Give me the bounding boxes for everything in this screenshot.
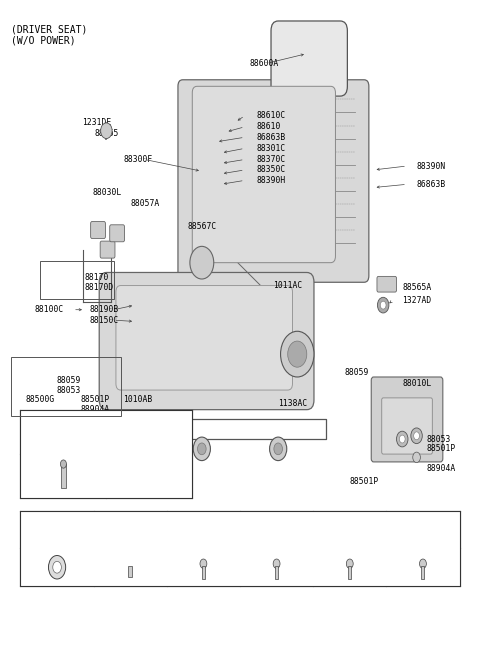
FancyBboxPatch shape bbox=[271, 21, 348, 96]
Bar bbox=[39, 260, 114, 298]
Text: 1011AC: 1011AC bbox=[274, 281, 303, 290]
Circle shape bbox=[273, 559, 280, 568]
Text: 88300F: 88300F bbox=[123, 155, 152, 164]
Bar bbox=[348, 566, 351, 579]
Text: 1138AC: 1138AC bbox=[278, 399, 307, 407]
Text: 88600A: 88600A bbox=[250, 59, 279, 68]
Text: 88350C: 88350C bbox=[257, 165, 286, 174]
Bar bbox=[128, 566, 132, 577]
Text: 86863B: 86863B bbox=[257, 133, 286, 142]
Circle shape bbox=[198, 443, 206, 455]
Text: 1010AB: 1010AB bbox=[123, 396, 152, 404]
Text: 1018AA: 1018AA bbox=[48, 427, 80, 436]
Circle shape bbox=[60, 460, 66, 468]
Text: (W/O POWER): (W/O POWER) bbox=[11, 35, 75, 45]
FancyBboxPatch shape bbox=[192, 87, 336, 262]
Circle shape bbox=[190, 247, 214, 279]
Text: 88501P: 88501P bbox=[426, 444, 456, 453]
Text: 88610C: 88610C bbox=[257, 112, 286, 120]
Circle shape bbox=[112, 437, 129, 461]
Text: 1017CB: 1017CB bbox=[335, 525, 365, 534]
Text: 88500G: 88500G bbox=[25, 396, 55, 404]
Circle shape bbox=[200, 559, 207, 568]
Text: 1243BC: 1243BC bbox=[115, 525, 145, 534]
Text: 88190B: 88190B bbox=[90, 305, 119, 314]
Text: 88030L: 88030L bbox=[92, 188, 121, 197]
Text: 88565A: 88565A bbox=[402, 283, 432, 292]
Text: 11234: 11234 bbox=[118, 415, 143, 424]
Text: 88057A: 88057A bbox=[80, 424, 109, 434]
Bar bbox=[61, 464, 66, 487]
Circle shape bbox=[274, 443, 282, 455]
FancyBboxPatch shape bbox=[178, 80, 369, 282]
Text: 88010L: 88010L bbox=[80, 415, 109, 424]
Circle shape bbox=[116, 443, 125, 455]
Text: 88053: 88053 bbox=[426, 434, 451, 443]
Bar bbox=[421, 566, 424, 579]
Circle shape bbox=[380, 301, 386, 309]
Text: 88183B: 88183B bbox=[42, 525, 72, 534]
Circle shape bbox=[396, 431, 408, 447]
Bar bbox=[275, 566, 278, 579]
Text: 88567C: 88567C bbox=[188, 222, 217, 232]
Bar bbox=[202, 566, 205, 579]
Text: 88370C: 88370C bbox=[257, 155, 286, 164]
Circle shape bbox=[347, 559, 353, 568]
Circle shape bbox=[399, 435, 405, 443]
Text: 88100C: 88100C bbox=[35, 305, 64, 314]
Text: 88904A: 88904A bbox=[80, 405, 109, 414]
Text: 88059: 88059 bbox=[345, 368, 370, 377]
Circle shape bbox=[420, 559, 426, 568]
Text: 88501P: 88501P bbox=[350, 477, 379, 486]
Text: 88390N: 88390N bbox=[417, 161, 446, 171]
Text: 88170D: 88170D bbox=[85, 283, 114, 292]
Circle shape bbox=[101, 123, 112, 138]
FancyBboxPatch shape bbox=[116, 285, 292, 390]
FancyBboxPatch shape bbox=[91, 222, 106, 239]
Circle shape bbox=[288, 341, 307, 367]
FancyBboxPatch shape bbox=[377, 276, 396, 292]
Bar bbox=[21, 511, 459, 586]
Text: 88561B: 88561B bbox=[39, 436, 69, 445]
Text: 1231DE: 1231DE bbox=[83, 117, 112, 127]
Text: 88057A: 88057A bbox=[130, 199, 159, 209]
Text: 88904A: 88904A bbox=[426, 464, 456, 473]
Text: 88610: 88610 bbox=[257, 122, 281, 131]
Circle shape bbox=[411, 428, 422, 443]
FancyBboxPatch shape bbox=[371, 377, 443, 462]
Text: 88390H: 88390H bbox=[257, 176, 286, 185]
FancyBboxPatch shape bbox=[110, 225, 124, 242]
Text: 1241AA: 1241AA bbox=[189, 525, 218, 534]
Text: 88010L: 88010L bbox=[402, 379, 432, 388]
Text: 88150C: 88150C bbox=[90, 316, 119, 325]
Circle shape bbox=[414, 432, 420, 440]
Text: 88170: 88170 bbox=[85, 272, 109, 281]
FancyBboxPatch shape bbox=[99, 272, 314, 409]
Text: 88301C: 88301C bbox=[257, 144, 286, 153]
Text: 11291: 11291 bbox=[264, 525, 289, 534]
Text: 88765: 88765 bbox=[95, 129, 119, 138]
FancyBboxPatch shape bbox=[100, 241, 115, 258]
Circle shape bbox=[48, 556, 66, 579]
Circle shape bbox=[413, 452, 420, 462]
Text: (DRIVER SEAT): (DRIVER SEAT) bbox=[11, 24, 87, 34]
Text: 00824: 00824 bbox=[136, 427, 163, 436]
Text: 88059: 88059 bbox=[56, 376, 81, 385]
Text: 88053: 88053 bbox=[56, 386, 81, 394]
Circle shape bbox=[270, 437, 287, 461]
Bar bbox=[21, 409, 192, 498]
Text: 1249BA: 1249BA bbox=[408, 525, 438, 534]
Bar bbox=[11, 358, 120, 416]
Circle shape bbox=[281, 331, 314, 377]
FancyBboxPatch shape bbox=[382, 398, 432, 454]
Circle shape bbox=[53, 562, 61, 573]
Text: 86863B: 86863B bbox=[417, 180, 446, 189]
Text: 1327AD: 1327AD bbox=[402, 296, 432, 305]
Circle shape bbox=[377, 297, 389, 313]
Circle shape bbox=[193, 437, 210, 461]
Text: 88501P: 88501P bbox=[80, 396, 109, 404]
